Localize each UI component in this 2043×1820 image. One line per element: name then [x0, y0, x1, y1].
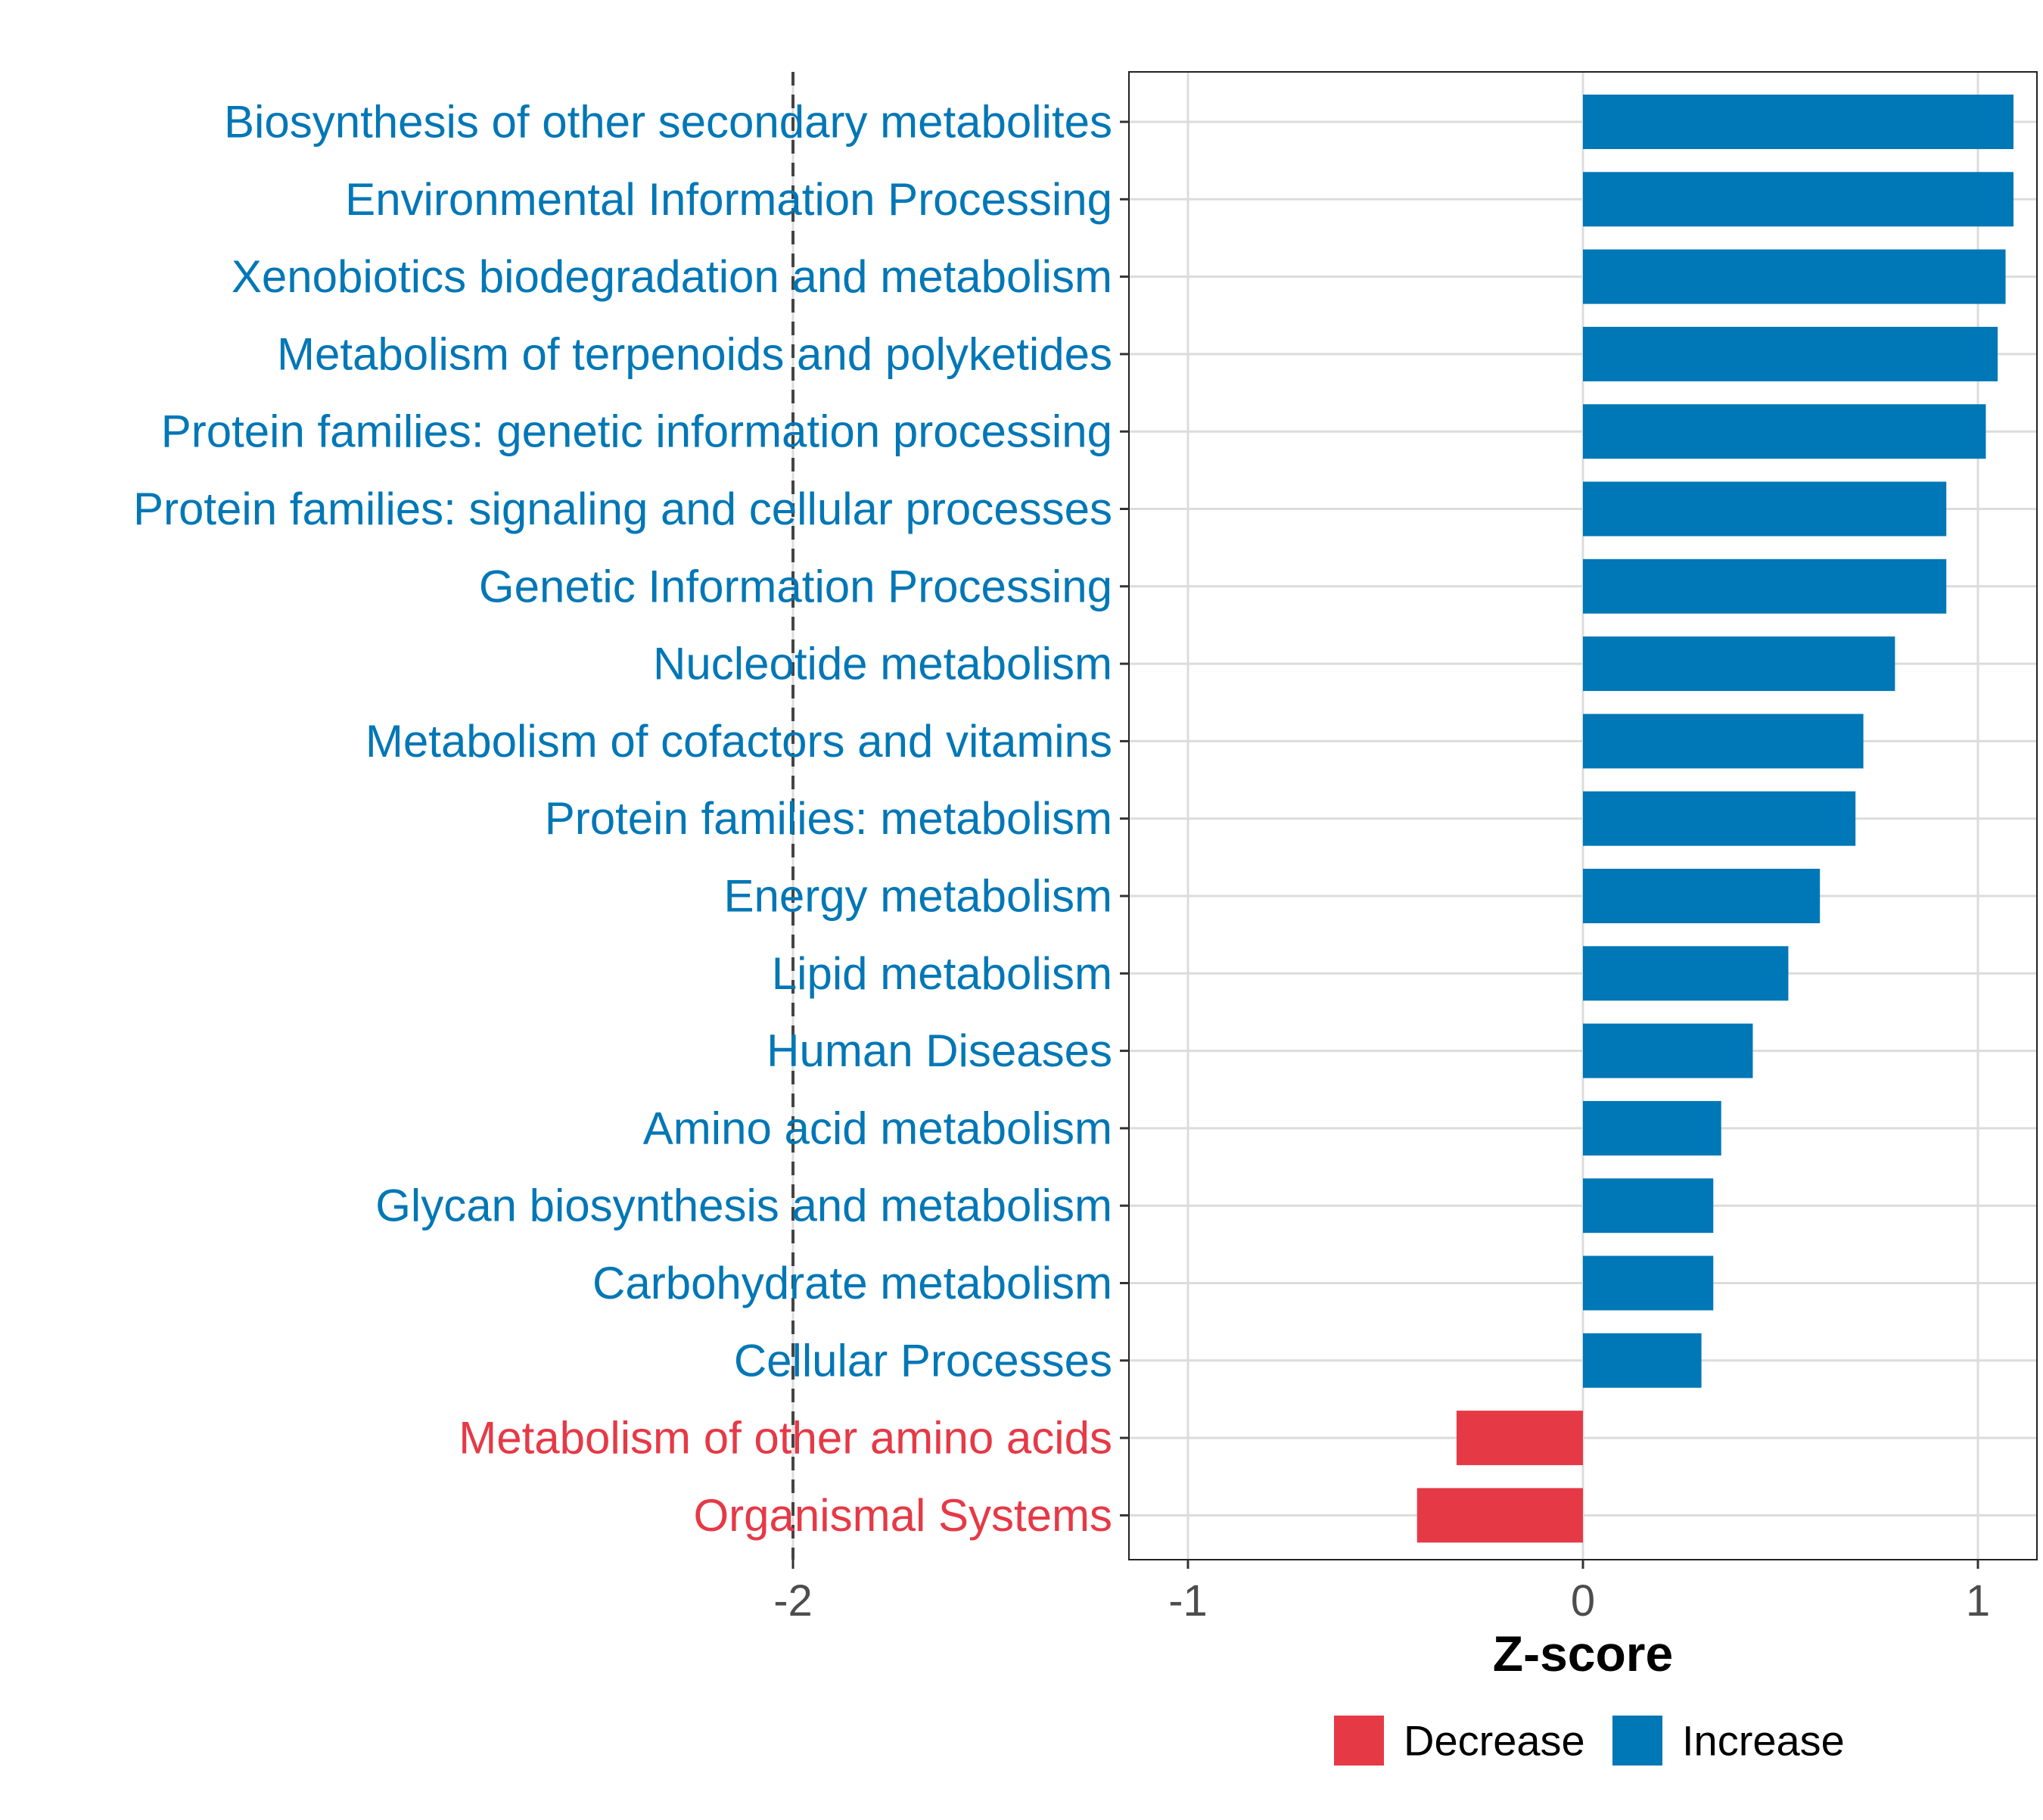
bar: [1583, 869, 1821, 923]
bar: [1416, 1488, 1583, 1543]
y-tick-label: Metabolism of cofactors and vitamins: [365, 716, 1112, 767]
legend: Decrease Increase: [1334, 1716, 1845, 1766]
bar: [1583, 172, 2013, 227]
x-tick-label: 0: [1571, 1576, 1595, 1626]
y-tick-label: Cellular Processes: [734, 1335, 1112, 1386]
y-tick-label: Protein families: metabolism: [545, 793, 1112, 844]
bar: [1583, 636, 1895, 692]
legend-label: Increase: [1682, 1717, 1845, 1765]
bar: [1583, 326, 1998, 381]
bar: [1583, 1333, 1702, 1388]
y-tick-label: Nucleotide metabolism: [653, 639, 1112, 689]
bar: [1583, 714, 1864, 769]
bar-layer: [1416, 95, 2013, 1543]
legend-swatch: [1334, 1716, 1384, 1766]
y-tick-label: Protein families: genetic information pr…: [161, 406, 1112, 457]
y-axis: Biosynthesis of other secondary metaboli…: [133, 97, 1129, 1541]
y-tick-label: Glycan biosynthesis and metabolism: [375, 1181, 1112, 1231]
y-tick-label: Protein families: signaling and cellular…: [133, 484, 1112, 534]
bar: [1583, 558, 1947, 614]
y-tick-label: Metabolism of terpenoids and polyketides: [277, 328, 1112, 379]
bar: [1583, 249, 2006, 304]
bar: [1583, 481, 1947, 537]
bar: [1583, 946, 1789, 1001]
y-tick-label: Biosynthesis of other secondary metaboli…: [224, 97, 1112, 148]
y-tick-label: Genetic Information Processing: [479, 561, 1112, 611]
bar: [1583, 1023, 1753, 1078]
y-tick-label: Energy metabolism: [723, 871, 1112, 922]
y-tick-label: Metabolism of other amino acids: [459, 1413, 1112, 1464]
bar: [1456, 1411, 1583, 1466]
legend-label: Decrease: [1404, 1717, 1585, 1765]
bar: [1583, 791, 1856, 846]
x-axis: -2-1012: [773, 1560, 1990, 1626]
y-tick-label: Xenobiotics biodegradation and metabolis…: [232, 251, 1112, 302]
y-tick-label: Amino acid metabolism: [643, 1103, 1112, 1153]
bar: [1583, 1178, 1714, 1234]
y-tick-label: Carbohydrate metabolism: [592, 1258, 1112, 1308]
bar: [1583, 1255, 1714, 1311]
legend-swatch: [1612, 1716, 1662, 1766]
x-axis-title: Z-score: [1493, 1626, 1673, 1682]
bar: [1583, 95, 2013, 149]
x-tick-label: -1: [1168, 1576, 1208, 1626]
x-tick-label: -2: [773, 1576, 813, 1626]
y-tick-label: Human Diseases: [767, 1025, 1112, 1076]
y-tick-label: Lipid metabolism: [772, 948, 1112, 999]
bar: [1583, 1100, 1721, 1156]
y-tick-label: Environmental Information Processing: [345, 174, 1112, 225]
x-tick-label: 1: [1966, 1576, 1990, 1626]
bar: [1583, 404, 1986, 459]
y-tick-label: Organismal Systems: [694, 1490, 1112, 1541]
